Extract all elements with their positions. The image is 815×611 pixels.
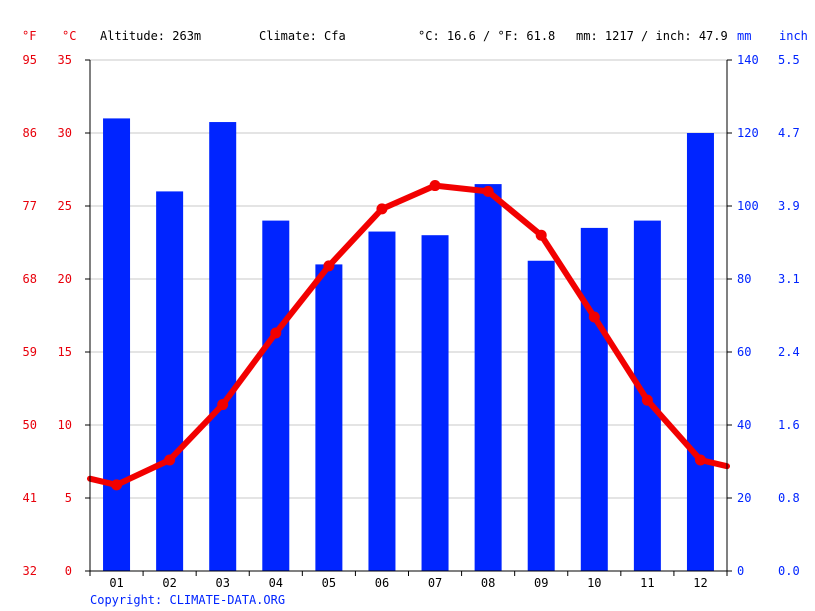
tick-label-f: 68 <box>23 272 37 286</box>
x-tick-label: 01 <box>109 576 123 590</box>
x-tick-label: 05 <box>322 576 336 590</box>
tick-label-f: 77 <box>23 199 37 213</box>
precip-bar <box>156 191 184 571</box>
tick-label-c: 25 <box>58 199 72 213</box>
precip-bars <box>103 118 714 572</box>
precip-bar <box>474 184 502 571</box>
tick-label-inch: 0.8 <box>778 491 800 505</box>
axis-labels: 95 35 140 5.586 30 120 4.777 25 100 3.968 20 80 3.15… <box>23 53 800 590</box>
temp-point <box>323 260 335 272</box>
tick-label-inch: 3.1 <box>778 272 800 286</box>
tick-label-inch: 5.5 <box>778 53 800 67</box>
precip-bar <box>368 231 396 572</box>
precip-total-label: mm: 1217 / inch: 47.9 <box>576 29 728 43</box>
tick-label-c: 10 <box>58 418 72 432</box>
precip-bar <box>421 235 449 571</box>
axes <box>85 59 732 576</box>
avg-temp-label: °C: 16.6 / °F: 61.8 <box>418 29 555 43</box>
x-tick-label: 08 <box>481 576 495 590</box>
tick-label-c: 20 <box>58 272 72 286</box>
climate-label: Climate: Cfa <box>259 29 346 43</box>
temp-point <box>588 311 600 323</box>
temp-line <box>87 180 730 491</box>
tick-label-f: 86 <box>23 126 37 140</box>
x-tick-label: 02 <box>162 576 176 590</box>
tick-label-f: 95 <box>23 53 37 67</box>
left-unit-c: °C <box>62 29 76 43</box>
altitude-label: Altitude: 263m <box>100 29 201 43</box>
right-unit-inch: inch <box>779 29 808 43</box>
x-tick-label: 09 <box>534 576 548 590</box>
tick-label-mm: 100 <box>737 199 759 213</box>
temp-point <box>164 454 176 466</box>
tick-label-mm: 20 <box>737 491 751 505</box>
temp-point <box>535 229 547 241</box>
temp-point <box>217 399 229 411</box>
copyright-text: Copyright: CLIMATE-DATA.ORG <box>90 593 285 607</box>
x-tick-label: 04 <box>269 576 283 590</box>
precip-bar <box>580 227 608 571</box>
precip-bar <box>686 133 714 571</box>
tick-label-inch: 0.0 <box>778 564 800 578</box>
tick-label-mm: 0 <box>737 564 744 578</box>
x-tick-label: 11 <box>640 576 654 590</box>
precip-bar <box>209 122 237 572</box>
tick-label-c: 15 <box>58 345 72 359</box>
temp-point <box>429 180 441 192</box>
tick-label-mm: 60 <box>737 345 751 359</box>
temp-point <box>376 203 388 215</box>
precip-bar <box>262 220 290 571</box>
tick-label-mm: 140 <box>737 53 759 67</box>
tick-label-c: 0 <box>65 564 72 578</box>
tick-label-f: 41 <box>23 491 37 505</box>
tick-label-inch: 4.7 <box>778 126 800 140</box>
tick-label-c: 5 <box>65 491 72 505</box>
precip-bar <box>527 260 555 571</box>
temp-line-path <box>87 182 730 488</box>
precip-bar <box>103 118 131 572</box>
grid-layer <box>90 59 727 499</box>
tick-label-mm: 40 <box>737 418 751 432</box>
precip-bar <box>315 264 343 571</box>
temp-point <box>641 394 653 406</box>
tick-label-inch: 2.4 <box>778 345 800 359</box>
tick-label-inch: 3.9 <box>778 199 800 213</box>
tick-label-f: 50 <box>23 418 37 432</box>
temp-point <box>270 327 282 339</box>
tick-label-mm: 80 <box>737 272 751 286</box>
x-tick-label: 07 <box>428 576 442 590</box>
right-unit-mm: mm <box>737 29 751 43</box>
tick-label-c: 30 <box>58 126 72 140</box>
temp-point <box>111 479 123 491</box>
tick-label-f: 32 <box>23 564 37 578</box>
x-tick-label: 03 <box>215 576 229 590</box>
tick-label-inch: 1.6 <box>778 418 800 432</box>
x-tick-label: 10 <box>587 576 601 590</box>
tick-label-f: 59 <box>23 345 37 359</box>
temp-point <box>482 185 494 197</box>
tick-label-mm: 120 <box>737 126 759 140</box>
x-tick-label: 06 <box>375 576 389 590</box>
tick-label-c: 35 <box>58 53 72 67</box>
temp-point <box>694 454 706 466</box>
left-unit-f: °F <box>22 29 36 43</box>
x-tick-label: 12 <box>693 576 707 590</box>
